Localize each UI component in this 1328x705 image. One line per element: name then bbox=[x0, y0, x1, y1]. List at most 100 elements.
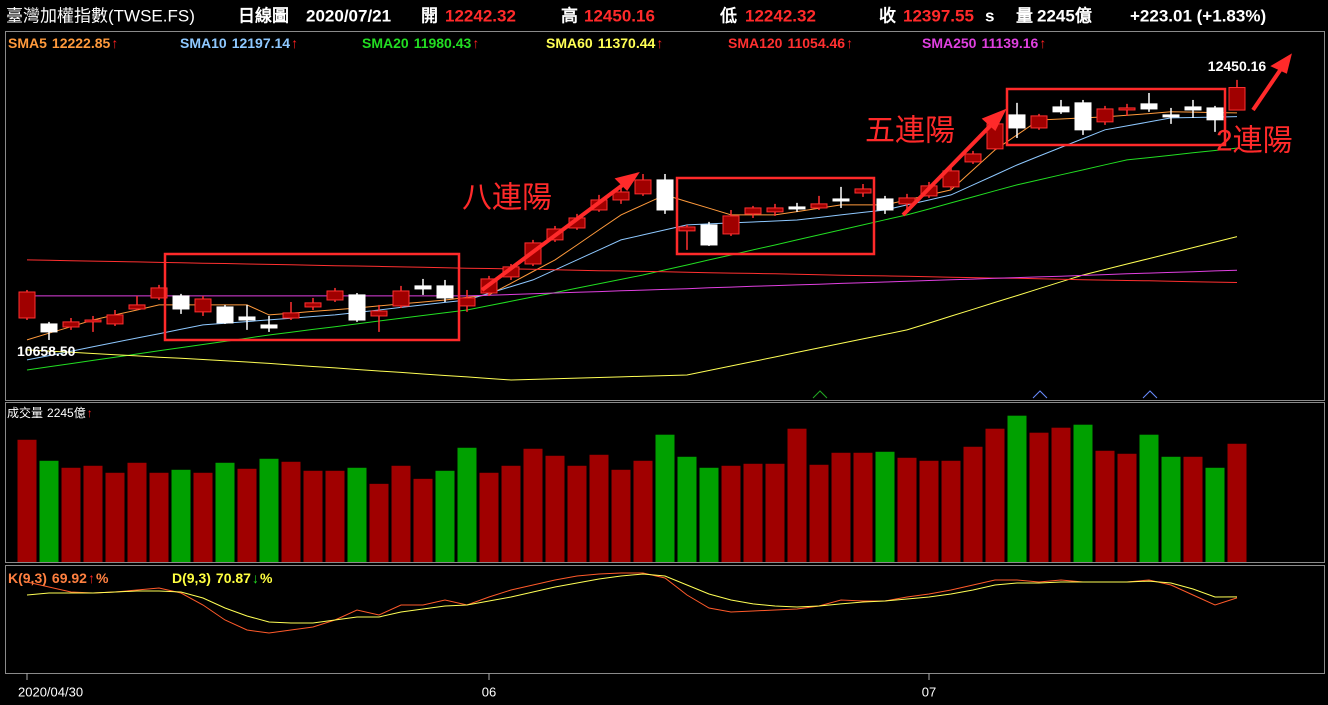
volume-bar bbox=[325, 470, 345, 562]
volume-bar bbox=[809, 464, 829, 562]
volume-bar bbox=[303, 470, 323, 562]
volume-bar bbox=[633, 460, 653, 562]
header: 臺灣加權指數(TWSE.FS) 日線圖 2020/07/21 開 12242.3… bbox=[6, 6, 1266, 26]
candle-body bbox=[810, 203, 828, 209]
volume-bar bbox=[1029, 432, 1049, 562]
legend-trend: ↑ bbox=[846, 35, 853, 51]
arrow-head bbox=[614, 172, 640, 191]
high-label: 高 bbox=[561, 6, 578, 26]
legend-value: 12197.14 bbox=[232, 35, 291, 51]
legend-trend: ↑ bbox=[87, 406, 93, 420]
legend-suffix: % bbox=[260, 570, 273, 586]
candle-body bbox=[106, 314, 124, 325]
volume-bar bbox=[391, 465, 411, 562]
volume-bar bbox=[765, 463, 785, 562]
legend-entry: SMA60 11370.44↑ bbox=[546, 35, 663, 51]
close-label: 收 bbox=[879, 6, 896, 26]
volume-bar bbox=[171, 469, 191, 562]
volume-bar bbox=[545, 455, 565, 562]
candle-body bbox=[964, 153, 982, 163]
open-value: 12242.32 bbox=[445, 7, 516, 26]
volume-bar bbox=[941, 460, 961, 562]
candle-body bbox=[634, 179, 652, 195]
max-label: 12450.16 bbox=[1208, 58, 1267, 74]
volume-bar bbox=[655, 434, 675, 562]
volume-bar bbox=[1051, 427, 1071, 562]
volume-bar bbox=[281, 461, 301, 562]
candle-body bbox=[656, 179, 674, 211]
candle-body bbox=[18, 291, 36, 319]
candle-body bbox=[722, 215, 740, 235]
candle-body bbox=[238, 316, 256, 321]
candle-body bbox=[436, 285, 454, 299]
candle-body bbox=[458, 297, 476, 307]
arrow-head bbox=[1270, 53, 1292, 74]
candle-body bbox=[1052, 106, 1070, 113]
volume-bar bbox=[413, 478, 433, 562]
volume-bar bbox=[831, 452, 851, 562]
legend-value: 70.87 bbox=[216, 570, 251, 586]
candle-body bbox=[1074, 102, 1092, 131]
kd-line bbox=[26, 572, 1238, 634]
candle-body bbox=[414, 285, 432, 290]
close-suffix: s bbox=[985, 7, 994, 26]
ma-line bbox=[27, 269, 1238, 297]
change: +223.01 (+1.83%) bbox=[1130, 7, 1266, 26]
arrow-line bbox=[1251, 64, 1285, 112]
arrow-line bbox=[480, 179, 630, 292]
open-label: 開 bbox=[421, 7, 438, 26]
volume-bar bbox=[1183, 456, 1203, 562]
candle-body bbox=[84, 319, 102, 323]
annotation-text: 八連陽 bbox=[462, 182, 552, 215]
volume-bar bbox=[127, 462, 147, 562]
volume-bar bbox=[699, 467, 719, 562]
legend-trend: ↑ bbox=[1039, 35, 1046, 51]
legend-entry: K(9,3) 69.92↑% bbox=[8, 570, 109, 586]
candle-body bbox=[700, 224, 718, 246]
highlight-box bbox=[675, 176, 876, 256]
candle-body bbox=[370, 310, 388, 317]
volume-bar bbox=[523, 448, 543, 562]
plot-layer: SMA5 12222.85↑ SMA10 12197.14↑ SMA20 11980.43… bbox=[7, 35, 1247, 700]
symbol-title: 臺灣加權指數(TWSE.FS) bbox=[6, 7, 195, 26]
arrow-line bbox=[901, 118, 998, 217]
volume-bar bbox=[39, 460, 59, 562]
candle-body bbox=[1118, 107, 1136, 111]
close-value: 12397.55 bbox=[903, 7, 974, 26]
legend-trend: ↑ bbox=[291, 35, 298, 51]
candle-body bbox=[150, 287, 168, 299]
volume-bar bbox=[1007, 415, 1027, 562]
legend-name: SMA10 bbox=[180, 35, 227, 51]
legend-name: SMA250 bbox=[922, 35, 977, 51]
decorations bbox=[812, 390, 1158, 399]
legend-trend: ↑ bbox=[88, 570, 95, 586]
marker bbox=[1032, 390, 1048, 399]
volume-bar bbox=[61, 467, 81, 562]
legend-value: 12222.85 bbox=[52, 35, 111, 51]
legend-value: 11139.16 bbox=[981, 35, 1038, 51]
candle-body bbox=[1096, 108, 1114, 123]
legend-name: K(9,3) bbox=[8, 570, 47, 586]
period: 日線圖 bbox=[238, 6, 289, 26]
candle-body bbox=[216, 306, 234, 324]
volume-bar bbox=[237, 468, 257, 562]
candle-body bbox=[392, 290, 410, 307]
legend-trend: ↓ bbox=[252, 570, 259, 586]
legend-value: 11054.46 bbox=[787, 35, 845, 51]
candle-body bbox=[326, 290, 344, 301]
x-tick-label: 2020/04/30 bbox=[18, 685, 83, 700]
candle-body bbox=[1184, 106, 1202, 111]
volume-bar bbox=[897, 457, 917, 562]
volume-bar bbox=[149, 472, 169, 562]
highlight-box bbox=[1005, 87, 1227, 147]
kd-line bbox=[26, 573, 1238, 624]
legend-name: SMA120 bbox=[728, 35, 783, 51]
volume-bar bbox=[83, 465, 103, 562]
legend-value: 2245億 bbox=[47, 406, 86, 420]
legend-name: SMA5 bbox=[8, 35, 47, 51]
candle-body bbox=[788, 206, 806, 210]
volume-bar bbox=[479, 472, 499, 562]
annotation-text: 2連陽 bbox=[1216, 125, 1293, 158]
volume-bar bbox=[457, 447, 477, 562]
